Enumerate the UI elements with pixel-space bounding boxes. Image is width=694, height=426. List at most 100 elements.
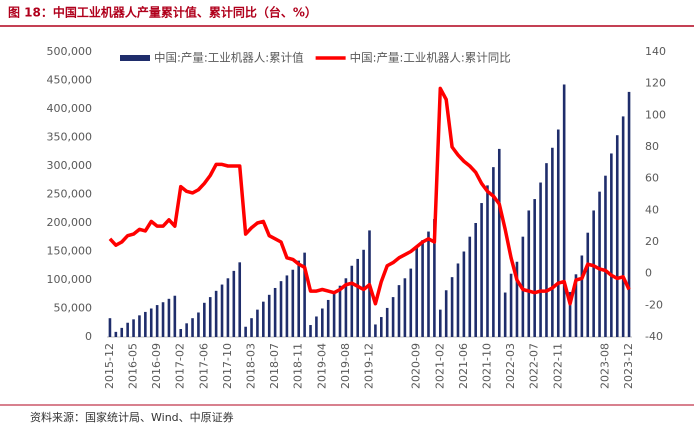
bar <box>173 295 177 337</box>
x-tick-label: 2021-02 <box>433 343 446 389</box>
bar <box>350 265 354 337</box>
bar <box>220 284 224 337</box>
bar <box>492 167 495 337</box>
bar <box>114 331 118 337</box>
y-tick-label: 450,000 <box>47 74 93 87</box>
y2-tick-label: 60 <box>645 172 659 185</box>
x-tick-label: 2017-10 <box>221 343 234 389</box>
bar <box>155 305 159 337</box>
line <box>108 86 631 306</box>
x-tick-label: 2018-11 <box>292 343 305 389</box>
bar <box>438 309 442 337</box>
y2-tick-label: 0 <box>645 267 652 280</box>
y-tick-label: 0 <box>85 330 92 343</box>
bar <box>291 269 295 337</box>
bar <box>309 325 312 337</box>
x-tick-label: 2019-08 <box>339 343 352 389</box>
y-tick-label: 50,000 <box>54 302 93 315</box>
x-tick-label: 2019-04 <box>315 343 328 389</box>
bar <box>468 236 472 337</box>
bar <box>303 252 306 337</box>
y-tick-label: 350,000 <box>47 131 93 144</box>
legend-label: 中国:产量:工业机器人:累计同比 <box>350 51 511 65</box>
bar <box>427 231 430 337</box>
bar <box>627 91 631 338</box>
y2-tick-label: 120 <box>645 77 666 90</box>
bar <box>273 287 277 337</box>
y2-tick-label: 20 <box>645 235 659 248</box>
x-tick-label: 2016-05 <box>127 343 140 389</box>
bar <box>604 175 607 337</box>
bar <box>610 153 613 337</box>
bar <box>409 268 413 337</box>
bar <box>397 285 401 337</box>
bar <box>344 278 348 337</box>
bar <box>486 185 489 337</box>
bar <box>533 199 536 337</box>
bar <box>338 285 342 337</box>
bar <box>497 148 501 337</box>
bar <box>592 210 595 337</box>
y2-tick-label: 80 <box>645 140 659 153</box>
x-tick-label: 2015-12 <box>103 343 116 389</box>
bar <box>433 219 436 337</box>
legend-label: 中国:产量:工业机器人:累计值 <box>154 51 304 65</box>
bar <box>138 315 141 337</box>
x-tick-label: 2022-07 <box>528 343 541 389</box>
x-tick-label: 2023-12 <box>622 343 635 389</box>
bar <box>285 275 289 337</box>
bar <box>185 323 188 337</box>
bar <box>421 240 424 337</box>
x-tick-label: 2016-09 <box>150 343 163 389</box>
bar <box>232 270 236 337</box>
bar <box>621 116 625 337</box>
y2-tick-label: 100 <box>645 108 666 121</box>
bar <box>462 251 466 337</box>
bar <box>203 302 206 337</box>
bar <box>362 249 365 337</box>
bar <box>132 319 135 337</box>
bar <box>503 292 507 337</box>
bar <box>332 293 336 337</box>
bar <box>562 84 566 338</box>
chart-title: 图 18：中国工业机器人产量累计值、累计同比（台、%） <box>8 5 317 20</box>
bar <box>179 329 183 337</box>
y2-tick-label: -40 <box>645 330 663 343</box>
bar <box>515 261 519 337</box>
bar <box>108 318 112 337</box>
y-tick-label: 250,000 <box>47 188 93 201</box>
x-tick-label: 2022-11 <box>551 343 564 389</box>
bar <box>167 298 171 337</box>
bar <box>120 327 124 337</box>
x-tick-label: 2023-08 <box>598 343 611 389</box>
bar <box>374 324 377 337</box>
bar <box>262 301 265 337</box>
bar <box>149 308 153 337</box>
bar <box>315 316 318 337</box>
bar <box>161 302 165 337</box>
y-tick-label: 400,000 <box>47 102 93 115</box>
bar <box>598 191 601 337</box>
x-tick-label: 2019-12 <box>363 343 376 389</box>
bar <box>238 262 242 337</box>
bar <box>297 260 301 337</box>
bar <box>545 163 548 337</box>
bar <box>256 309 259 337</box>
legend-swatch <box>120 55 150 61</box>
bar <box>197 312 200 337</box>
y2-tick-label: 140 <box>645 45 666 58</box>
bar <box>474 223 477 337</box>
bar <box>568 291 572 337</box>
bar <box>326 299 330 337</box>
bar <box>208 297 212 337</box>
bar <box>191 318 194 337</box>
bar <box>380 317 383 337</box>
bar <box>556 129 560 337</box>
bar <box>480 203 483 337</box>
bar <box>580 255 584 337</box>
bar <box>391 297 395 337</box>
bar <box>539 182 542 337</box>
x-tick-label: 2020-09 <box>410 343 423 389</box>
bar <box>226 278 230 337</box>
bar <box>279 281 283 337</box>
